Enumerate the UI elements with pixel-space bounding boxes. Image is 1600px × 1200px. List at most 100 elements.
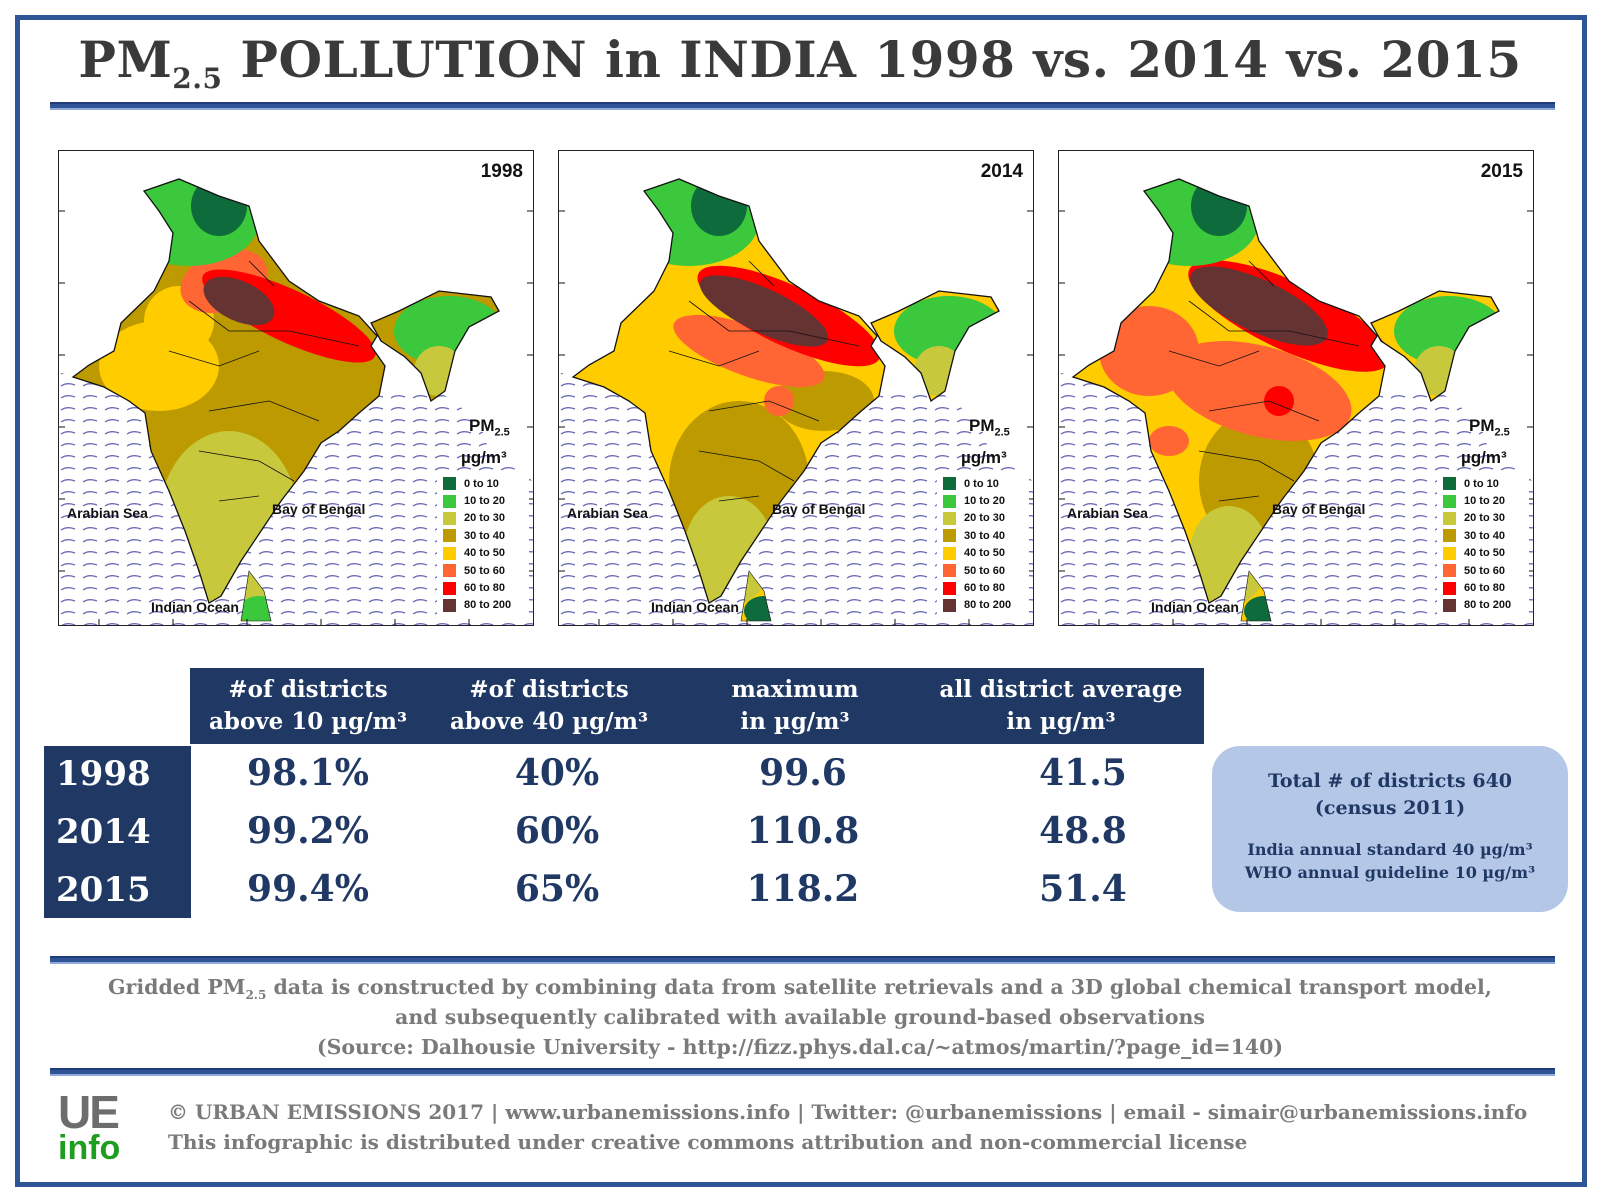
- legend-item: 60 to 80: [943, 579, 1023, 596]
- legend-swatch: [943, 581, 956, 595]
- legend-item: 20 to 30: [443, 510, 523, 527]
- legend-label: 30 to 40: [964, 529, 1005, 542]
- column-header: maximum in µg/m³: [731, 676, 859, 735]
- sri-lanka-outline: [1240, 570, 1272, 622]
- row-year: 1998: [56, 754, 151, 794]
- map-year-label: 2015: [1480, 161, 1523, 182]
- legend-item: 0 to 10: [943, 475, 1023, 492]
- year-column: 1998 2014 2015: [44, 746, 191, 918]
- outer-frame: [15, 15, 1587, 1187]
- table-cell: 98.1%: [247, 752, 369, 794]
- legend-swatch: [1443, 477, 1456, 491]
- label-bay-of-bengal: Bay of Bengal: [772, 501, 866, 517]
- label-bay-of-bengal: Bay of Bengal: [1272, 501, 1366, 517]
- pm-zone: [203, 276, 275, 326]
- pm-zone: [1149, 426, 1189, 456]
- legend-item: 20 to 30: [1443, 510, 1523, 527]
- pm-zone: [191, 179, 247, 236]
- table-cell: 40%: [514, 752, 600, 794]
- legend-item: 40 to 50: [1443, 545, 1523, 562]
- pm-zone: [699, 275, 829, 347]
- legend-swatch: [943, 564, 956, 578]
- label-arabian-sea: Arabian Sea: [567, 505, 648, 521]
- table-cell: 60%: [514, 810, 600, 852]
- legend-label: 10 to 20: [1464, 495, 1505, 508]
- pm-zone: [1189, 506, 1269, 606]
- table-cell: 99.4%: [247, 868, 369, 910]
- method-note: Gridded PM2.5 data is constructed by com…: [108, 975, 1492, 1003]
- legend-label: 30 to 40: [1464, 529, 1505, 542]
- footer-credits: © URBAN EMISSIONS 2017 | www.urbanemissi…: [168, 1100, 1528, 1124]
- legend-label: 10 to 20: [964, 495, 1005, 508]
- row-year: 2014: [56, 812, 151, 852]
- legend-item: 30 to 40: [943, 527, 1023, 544]
- legend-swatch: [443, 477, 456, 491]
- method-note-2: and subsequently calibrated with availab…: [395, 1005, 1205, 1029]
- legend-swatch: [1443, 564, 1456, 578]
- legend-label: 50 to 60: [964, 564, 1005, 577]
- legend-swatch: [943, 546, 956, 560]
- legend-swatch: [943, 511, 956, 525]
- legend-item: 30 to 40: [443, 527, 523, 544]
- pm-zone: [1414, 346, 1464, 396]
- who-guideline: WHO annual guideline 10 µg/m³: [1244, 863, 1536, 882]
- legend-swatch: [1443, 598, 1456, 612]
- label-indian-ocean: Indian Ocean: [651, 599, 739, 615]
- india-standard: India annual standard 40 µg/m³: [1247, 840, 1533, 859]
- total-districts: Total # of districts 640: [1267, 770, 1513, 792]
- india-map: [1059, 178, 1533, 625]
- legend-item: 40 to 50: [443, 545, 523, 562]
- census-note: (census 2011): [1314, 797, 1466, 819]
- legend-label: 80 to 200: [464, 599, 512, 612]
- legend-swatch: [943, 529, 956, 543]
- table-cell: 51.4: [1039, 868, 1127, 910]
- divider: [50, 956, 1555, 964]
- legend-item: 80 to 200: [443, 597, 523, 614]
- footer-license: This infographic is distributed under cr…: [168, 1130, 1248, 1154]
- sri-lanka-outline: [240, 570, 272, 622]
- legend-swatch: [1443, 546, 1456, 560]
- legend-label: 20 to 30: [464, 512, 505, 525]
- legend-swatch: [943, 494, 956, 508]
- label-bay-of-bengal: Bay of Bengal: [272, 501, 366, 517]
- legend-label: 60 to 80: [964, 582, 1005, 595]
- table-cell: 99.6: [759, 752, 847, 794]
- pm-zone: [1191, 179, 1247, 236]
- column-header: #of districts above 40 µg/m³: [449, 676, 649, 735]
- map-legend: 0 to 10 10 to 20 20 to 30 30 to 40 40 to 50 5…: [437, 471, 529, 619]
- northeast-outline: [370, 290, 500, 403]
- divider: [50, 1068, 1555, 1076]
- table-cell: 41.5: [1039, 752, 1127, 794]
- state-borders: [668, 260, 860, 502]
- row-year: 2015: [56, 870, 151, 910]
- legend-label: 40 to 50: [1464, 547, 1505, 560]
- legend-swatch: [443, 511, 456, 525]
- table-header: #of districts above 10 µg/m³ #of district…: [190, 668, 1204, 744]
- legend-item: 0 to 10: [443, 475, 523, 492]
- legend-label: 30 to 40: [464, 529, 505, 542]
- legend-swatch: [443, 598, 456, 612]
- sri-lanka-outline: [740, 570, 772, 622]
- map-panel-2014: 2014 PM2.5 µg/m³ Arabian Sea Bay of Bengal I…: [558, 150, 1034, 626]
- legend-label: 20 to 30: [964, 512, 1005, 525]
- pm-zone: [764, 386, 794, 416]
- legend-swatch: [943, 477, 956, 491]
- legend-label: 10 to 20: [464, 495, 505, 508]
- label-arabian-sea: Arabian Sea: [67, 505, 148, 521]
- label-indian-ocean: Indian Ocean: [151, 599, 239, 615]
- legend-swatch: [1443, 494, 1456, 508]
- legend-item: 50 to 60: [443, 562, 523, 579]
- legend-label: 0 to 10: [964, 477, 999, 490]
- northeast-outline: [1370, 290, 1500, 403]
- legend-item: 10 to 20: [1443, 492, 1523, 509]
- legend-swatch: [1443, 581, 1456, 595]
- state-borders: [1168, 260, 1360, 502]
- legend-swatch: [443, 546, 456, 560]
- map-legend: 0 to 10 10 to 20 20 to 30 30 to 40 40 to 50 5…: [1437, 471, 1529, 619]
- northeast-outline: [870, 290, 1000, 403]
- legend-item: 30 to 40: [1443, 527, 1523, 544]
- divider: [50, 102, 1555, 110]
- legend-swatch: [443, 581, 456, 595]
- label-indian-ocean: Indian Ocean: [1151, 599, 1239, 615]
- pm-zone: [1190, 266, 1328, 346]
